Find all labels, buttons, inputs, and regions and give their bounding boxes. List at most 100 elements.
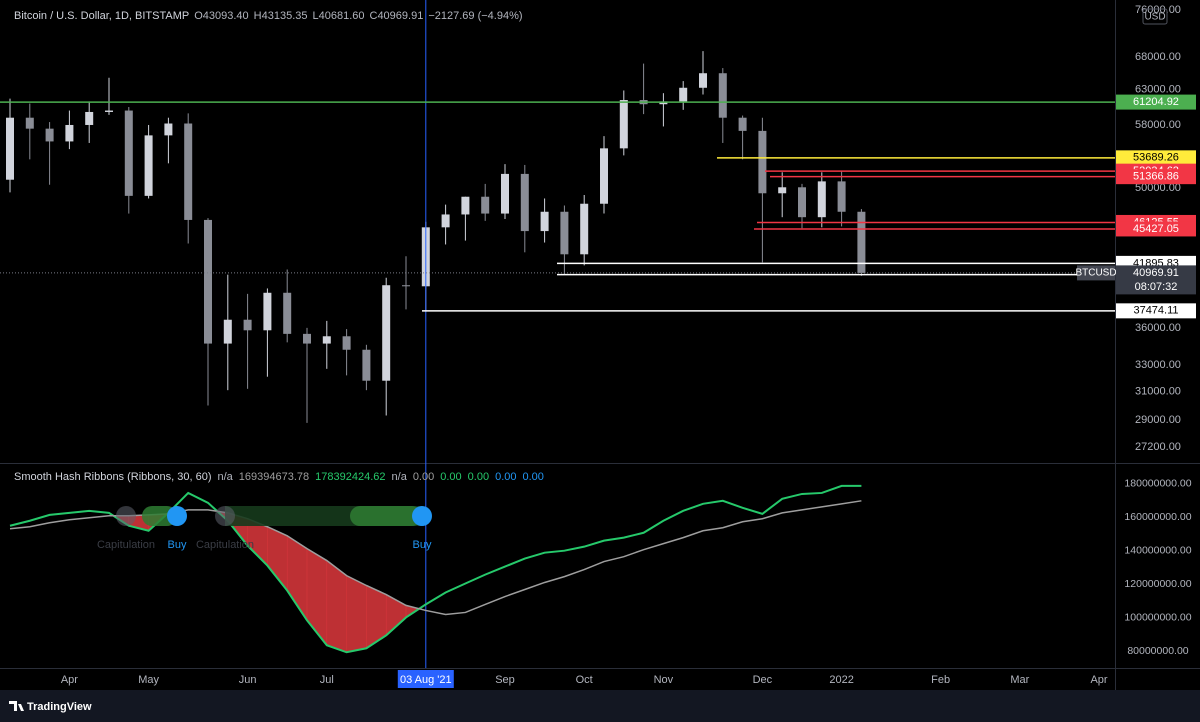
currency-box[interactable] bbox=[1142, 8, 1168, 25]
legend-value: 0.00 bbox=[495, 471, 516, 483]
y-tick-label: 100000000.00 bbox=[1124, 612, 1191, 624]
candle-body bbox=[718, 73, 727, 118]
price-level-label: 37474.11 bbox=[1133, 305, 1178, 317]
candle-body bbox=[738, 117, 747, 131]
candle-body bbox=[164, 123, 173, 136]
y-tick-label: 120000000.00 bbox=[1124, 578, 1191, 590]
candle-body bbox=[798, 187, 806, 218]
x-tick-label: Oct bbox=[576, 674, 593, 686]
symbol-tag-label: BTCUSD bbox=[1075, 268, 1116, 279]
y-tick-label: 68000.00 bbox=[1135, 51, 1181, 63]
candle-body bbox=[540, 211, 549, 232]
x-tick-label: Jun bbox=[239, 674, 257, 686]
y-tick-label: 58000.00 bbox=[1135, 119, 1181, 131]
candle-body bbox=[322, 336, 331, 344]
last-price-tag bbox=[1116, 265, 1196, 295]
signals: Capitulation Buy Capitulation Buy bbox=[97, 506, 432, 551]
signal-label: Buy bbox=[413, 539, 432, 551]
x-tick-label: 2022 bbox=[829, 674, 853, 686]
y-tick-label: 63000.00 bbox=[1135, 84, 1181, 96]
countdown-label: 08:07:32 bbox=[1135, 281, 1178, 293]
candle-body bbox=[857, 211, 866, 273]
signal-label: Capitulation bbox=[97, 539, 155, 551]
candle-body bbox=[441, 214, 450, 228]
candle-body bbox=[65, 124, 74, 142]
candle-body bbox=[461, 196, 470, 215]
y-tick-label: 180000000.00 bbox=[1124, 478, 1191, 490]
candle-body bbox=[679, 87, 688, 102]
candle-body bbox=[124, 110, 133, 196]
candle-body bbox=[105, 110, 113, 112]
price-level-tag bbox=[1116, 221, 1196, 237]
candle-body bbox=[619, 100, 628, 149]
y-tick-label: 160000000.00 bbox=[1124, 511, 1191, 523]
crosshair-tag bbox=[397, 670, 454, 688]
candle-body bbox=[560, 211, 569, 255]
buy-marker bbox=[167, 506, 187, 526]
x-tick-label: Nov bbox=[654, 674, 674, 686]
y-tick-label: 80000000.00 bbox=[1127, 645, 1188, 657]
ribbon-line bbox=[9, 484, 862, 654]
candle-body bbox=[243, 319, 252, 331]
candle-body bbox=[758, 130, 767, 194]
candle-body bbox=[342, 336, 351, 350]
y-tick-label: 29000.00 bbox=[1135, 414, 1181, 426]
price-level-label: 53689.26 bbox=[1133, 152, 1179, 164]
legend-value: 0.00 bbox=[440, 471, 461, 483]
y-tick-label: 50000.00 bbox=[1135, 182, 1181, 194]
candle-body bbox=[303, 333, 311, 344]
candle-body bbox=[6, 117, 14, 180]
plot-layer: 76000.00 68000.00 63000.00 58000.00 50000.00… bbox=[6, 0, 1192, 686]
x-tick-label: May bbox=[138, 674, 159, 686]
x-tick-label: Apr bbox=[61, 674, 78, 686]
y-tick-label: 31000.00 bbox=[1135, 385, 1181, 397]
y-tick-label: 76000.00 bbox=[1135, 4, 1181, 16]
candle-body bbox=[699, 73, 707, 88]
candle-body bbox=[600, 148, 608, 204]
price-level-label: 51366.86 bbox=[1133, 171, 1179, 183]
chart-header: Bitcoin / U.S. Dollar, 1D, BITSTAMP O4309… bbox=[14, 10, 523, 22]
capitulation-marker bbox=[215, 506, 235, 526]
y-tick-label: 27200.00 bbox=[1135, 441, 1181, 453]
candle-body bbox=[45, 128, 54, 142]
ohlc-value: L40681.60 bbox=[313, 10, 365, 22]
candle-body bbox=[520, 173, 529, 232]
candle-body bbox=[817, 181, 826, 218]
candle-body bbox=[144, 135, 153, 196]
x-tick-label: Feb bbox=[931, 674, 950, 686]
x-tick-label: 03 Aug '21 bbox=[400, 674, 452, 686]
legend-value: 169394673.78 bbox=[239, 471, 309, 483]
price-level-tag bbox=[1116, 303, 1196, 319]
y-tick-label: 33000.00 bbox=[1135, 359, 1181, 371]
legend-value: 178392424.62 bbox=[315, 471, 385, 483]
legend-value: 0.00 bbox=[523, 471, 544, 483]
x-tick-label: Mar bbox=[1010, 674, 1029, 686]
buy-zone bbox=[142, 506, 177, 526]
x-tick-label: Dec bbox=[753, 674, 773, 686]
ohlc-value: O43093.40 bbox=[194, 10, 248, 22]
indicator-title: Smooth Hash Ribbons (Ribbons, 30, 60) bbox=[14, 471, 212, 483]
candle-body bbox=[362, 349, 371, 381]
brand[interactable]: TradingView bbox=[27, 701, 92, 713]
candle-body bbox=[402, 285, 410, 287]
currency-label[interactable]: USD bbox=[1144, 12, 1165, 23]
logo[interactable] bbox=[9, 701, 24, 711]
x-tick-label: Jul bbox=[320, 674, 334, 686]
candle-body bbox=[580, 203, 589, 255]
footer bbox=[0, 690, 1200, 722]
symbol: Bitcoin / U.S. Dollar, 1D, BITSTAMP bbox=[14, 10, 189, 22]
candle-body bbox=[184, 123, 193, 220]
x-tick-label: Sep bbox=[495, 674, 515, 686]
legend-value: 0.00 bbox=[413, 471, 434, 483]
price-level-tag bbox=[1116, 169, 1196, 185]
buy-marker bbox=[412, 506, 432, 526]
capitulation-fill bbox=[346, 575, 367, 653]
candle-body bbox=[382, 285, 391, 381]
signal-label: Capitulation bbox=[196, 539, 254, 551]
signal-label: Buy bbox=[168, 539, 187, 551]
legend-value: n/a bbox=[218, 471, 234, 483]
candle-body bbox=[85, 111, 94, 125]
price-level-label: 61204.92 bbox=[1133, 96, 1179, 108]
candle-body bbox=[25, 117, 34, 129]
